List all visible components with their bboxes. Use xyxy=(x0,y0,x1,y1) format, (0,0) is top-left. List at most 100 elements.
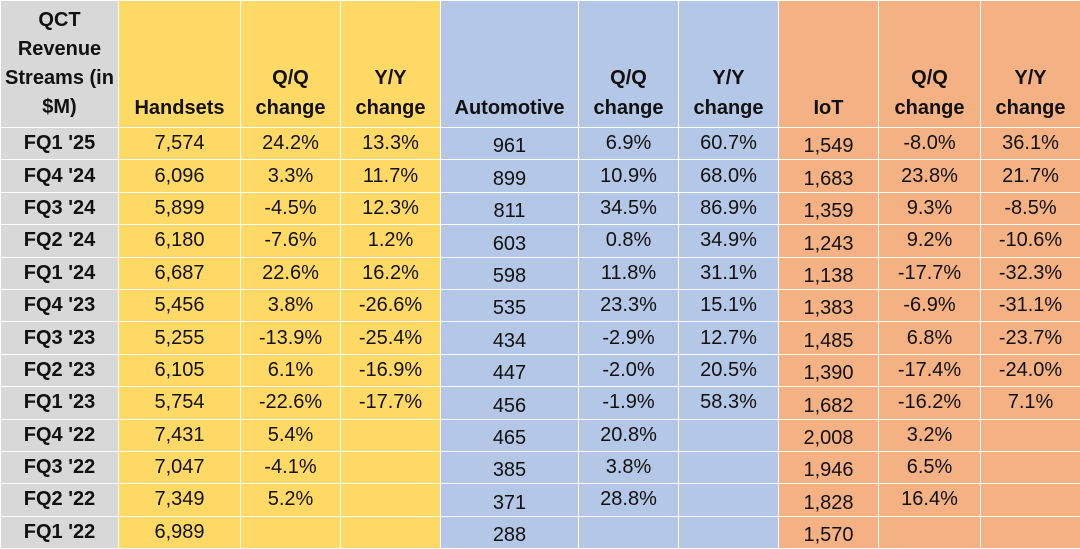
iot-cell: 1,683 xyxy=(779,160,879,192)
iot-qq-cell: 9.3% xyxy=(879,192,981,224)
header-iot: IoT xyxy=(779,1,879,128)
iot-qq-cell: -17.4% xyxy=(879,354,981,386)
automotive-cell: 434 xyxy=(441,322,579,354)
automotive-cell: 288 xyxy=(441,516,579,548)
automotive-yy-cell: 34.9% xyxy=(679,225,779,257)
automotive-yy-cell: 12.7% xyxy=(679,322,779,354)
iot-qq-cell: 6.5% xyxy=(879,451,981,483)
automotive-cell: 811 xyxy=(441,192,579,224)
iot-yy-cell xyxy=(981,516,1080,548)
handsets-yy-cell: -25.4% xyxy=(341,322,441,354)
automotive-cell: 598 xyxy=(441,257,579,289)
handsets-yy-cell xyxy=(341,484,441,516)
handsets-qq-cell: 3.3% xyxy=(241,160,341,192)
handsets-cell: 7,574 xyxy=(119,128,241,160)
automotive-qq-cell: 20.8% xyxy=(579,419,679,451)
iot-yy-cell xyxy=(981,451,1080,483)
header-automotive-yy: Y/Y change xyxy=(679,1,779,128)
quarter-cell: FQ2 '22 xyxy=(1,484,119,516)
iot-cell: 1,485 xyxy=(779,322,879,354)
iot-cell: 1,138 xyxy=(779,257,879,289)
handsets-yy-cell xyxy=(341,419,441,451)
handsets-qq-cell: 22.6% xyxy=(241,257,341,289)
handsets-qq-cell: -22.6% xyxy=(241,387,341,419)
handsets-cell: 6,180 xyxy=(119,225,241,257)
iot-cell: 1,243 xyxy=(779,225,879,257)
iot-qq-cell: 6.8% xyxy=(879,322,981,354)
automotive-cell: 385 xyxy=(441,451,579,483)
automotive-qq-cell: 6.9% xyxy=(579,128,679,160)
iot-cell: 1,390 xyxy=(779,354,879,386)
automotive-qq-cell: 0.8% xyxy=(579,225,679,257)
automotive-yy-cell: 60.7% xyxy=(679,128,779,160)
handsets-qq-cell xyxy=(241,516,341,548)
iot-qq-cell: 3.2% xyxy=(879,419,981,451)
iot-cell: 2,008 xyxy=(779,419,879,451)
quarter-cell: FQ1 '22 xyxy=(1,516,119,548)
iot-cell: 1,828 xyxy=(779,484,879,516)
handsets-cell: 6,687 xyxy=(119,257,241,289)
handsets-yy-cell xyxy=(341,516,441,548)
iot-qq-cell xyxy=(879,516,981,548)
iot-cell: 1,946 xyxy=(779,451,879,483)
quarter-cell: FQ1 '23 xyxy=(1,387,119,419)
automotive-yy-cell xyxy=(679,484,779,516)
iot-yy-cell: -24.0% xyxy=(981,354,1080,386)
header-row: QCT Revenue Streams (in $M) Handsets Q/Q… xyxy=(1,1,1080,128)
iot-yy-cell xyxy=(981,419,1080,451)
iot-qq-cell: 16.4% xyxy=(879,484,981,516)
automotive-cell: 447 xyxy=(441,354,579,386)
automotive-yy-cell xyxy=(679,419,779,451)
header-automotive-qq: Q/Q change xyxy=(579,1,679,128)
header-iot-yy: Y/Y change xyxy=(981,1,1080,128)
handsets-qq-cell: 5.4% xyxy=(241,419,341,451)
iot-qq-cell: 9.2% xyxy=(879,225,981,257)
handsets-qq-cell: -7.6% xyxy=(241,225,341,257)
automotive-yy-cell: 20.5% xyxy=(679,354,779,386)
header-quarter: QCT Revenue Streams (in $M) xyxy=(1,1,119,128)
handsets-cell: 6,096 xyxy=(119,160,241,192)
automotive-qq-cell: -1.9% xyxy=(579,387,679,419)
handsets-yy-cell: -16.9% xyxy=(341,354,441,386)
iot-cell: 1,682 xyxy=(779,387,879,419)
iot-yy-cell: -23.7% xyxy=(981,322,1080,354)
automotive-yy-cell xyxy=(679,516,779,548)
handsets-yy-cell: 13.3% xyxy=(341,128,441,160)
handsets-yy-cell: 11.7% xyxy=(341,160,441,192)
quarter-cell: FQ2 '23 xyxy=(1,354,119,386)
iot-qq-cell: -8.0% xyxy=(879,128,981,160)
handsets-yy-cell: 16.2% xyxy=(341,257,441,289)
automotive-yy-cell xyxy=(679,451,779,483)
iot-yy-cell: 36.1% xyxy=(981,128,1080,160)
automotive-qq-cell: -2.9% xyxy=(579,322,679,354)
automotive-qq-cell: 11.8% xyxy=(579,257,679,289)
handsets-cell: 5,754 xyxy=(119,387,241,419)
handsets-cell: 5,899 xyxy=(119,192,241,224)
automotive-cell: 371 xyxy=(441,484,579,516)
iot-qq-cell: 23.8% xyxy=(879,160,981,192)
handsets-qq-cell: 6.1% xyxy=(241,354,341,386)
handsets-cell: 5,255 xyxy=(119,322,241,354)
handsets-yy-cell: -17.7% xyxy=(341,387,441,419)
automotive-qq-cell: 10.9% xyxy=(579,160,679,192)
quarter-cell: FQ2 '24 xyxy=(1,225,119,257)
automotive-qq-cell: 28.8% xyxy=(579,484,679,516)
handsets-yy-cell: 12.3% xyxy=(341,192,441,224)
handsets-yy-cell: -26.6% xyxy=(341,289,441,321)
quarter-cell: FQ4 '24 xyxy=(1,160,119,192)
automotive-yy-cell: 15.1% xyxy=(679,289,779,321)
handsets-yy-cell xyxy=(341,451,441,483)
handsets-cell: 5,456 xyxy=(119,289,241,321)
